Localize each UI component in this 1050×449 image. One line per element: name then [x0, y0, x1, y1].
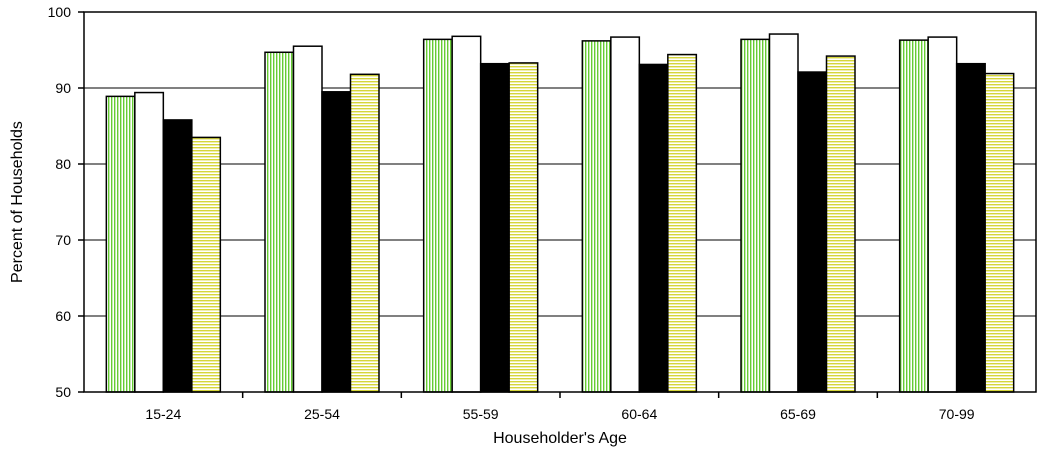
bar-70-99-series-2: [927, 36, 958, 393]
bar-60-64-series-3: [638, 63, 669, 393]
bar-15-24-series-4: [191, 136, 222, 393]
bar-70-99-series-3: [955, 62, 986, 393]
y-tick-label: 90: [55, 80, 71, 96]
x-axis-title: Householder's Age: [493, 430, 627, 447]
bar-25-54-series-2: [292, 45, 323, 393]
y-tick-label: 100: [48, 4, 72, 20]
x-tick-label: 60-64: [621, 406, 657, 422]
bar-60-64-series-4: [667, 53, 698, 393]
bar-55-59-series-3: [479, 62, 510, 393]
plot-frame: [83, 11, 1037, 393]
bar-55-59-series-2: [451, 35, 482, 393]
bar-70-99-series-4: [984, 72, 1015, 393]
bar-65-69-series-4: [825, 55, 856, 393]
bar-65-69-series-2: [768, 33, 799, 393]
bar-55-59-series-4: [508, 62, 539, 393]
bar-60-64-series-2: [610, 36, 641, 393]
y-tick-label: 70: [55, 232, 71, 248]
bar-65-69-series-3: [797, 71, 828, 393]
y-axis-ticks: 50 60 70 80 90 100: [48, 4, 84, 400]
gridlines: [84, 11, 1036, 393]
bar-15-24-series-3: [162, 119, 193, 393]
bar-25-54-series-4: [349, 73, 380, 393]
bar-65-69-series-1: [740, 38, 771, 393]
bar-25-54-series-1: [264, 51, 295, 393]
y-axis-title: Percent of Households: [9, 121, 26, 283]
x-axis-ticks: 15-24 25-54 55-59 60-64 65-69 70-99: [145, 392, 975, 422]
x-tick-label: 55-59: [463, 406, 499, 422]
x-tick-label: 65-69: [780, 406, 816, 422]
bar-15-24-series-1: [105, 95, 136, 393]
bar-55-59-series-1: [422, 38, 453, 393]
bar-60-64-series-1: [581, 40, 612, 393]
y-tick-label: 80: [55, 156, 71, 172]
bar-25-54-series-3: [321, 91, 352, 393]
y-tick-label: 60: [55, 308, 71, 324]
bars: [105, 33, 1015, 393]
x-tick-label: 15-24: [145, 406, 181, 422]
x-tick-label: 25-54: [304, 406, 340, 422]
x-tick-label: 70-99: [939, 406, 975, 422]
bar-15-24-series-2: [134, 91, 165, 393]
bar-70-99-series-1: [898, 39, 929, 393]
y-tick-label: 50: [55, 384, 71, 400]
